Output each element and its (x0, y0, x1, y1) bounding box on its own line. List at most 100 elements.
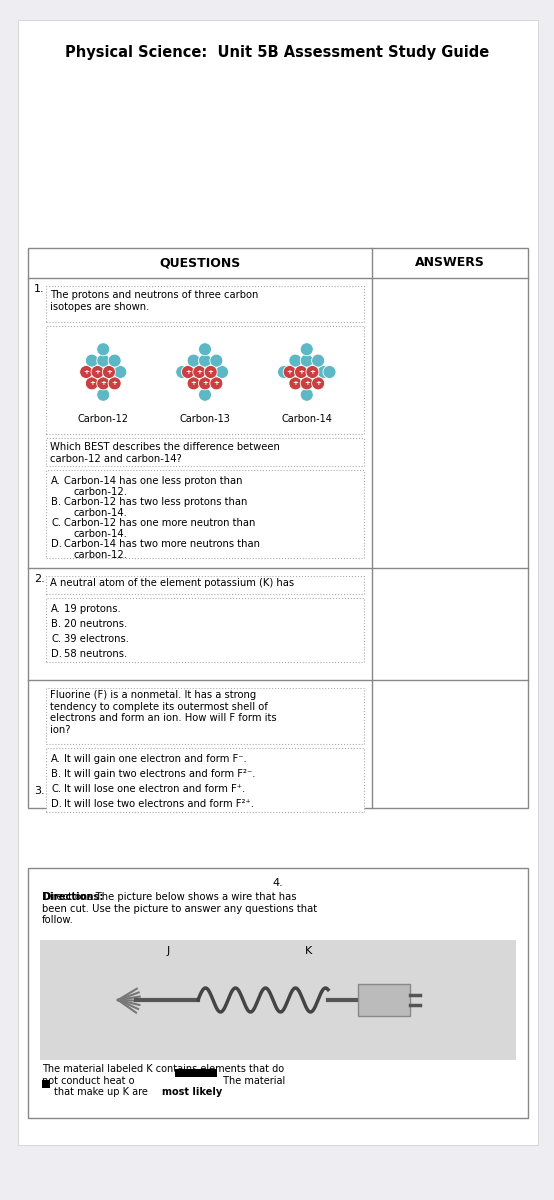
Text: B.: B. (51, 769, 61, 779)
Text: QUESTIONS: QUESTIONS (160, 257, 240, 270)
Text: +: + (112, 380, 117, 386)
Circle shape (289, 354, 302, 367)
FancyBboxPatch shape (46, 286, 364, 322)
Text: +: + (95, 370, 100, 374)
Circle shape (108, 354, 121, 367)
FancyBboxPatch shape (46, 598, 364, 662)
FancyBboxPatch shape (46, 438, 364, 466)
Text: 2.: 2. (34, 574, 45, 584)
Circle shape (97, 389, 110, 401)
Circle shape (198, 377, 212, 390)
Text: +: + (191, 380, 197, 386)
Text: J: J (166, 946, 170, 956)
Text: It will lose one electron and form F⁺.: It will lose one electron and form F⁺. (64, 784, 245, 794)
Text: D.: D. (51, 649, 62, 659)
Text: Directions:: Directions: (42, 892, 104, 902)
Text: +: + (89, 380, 95, 386)
Text: Fluorine (F) is a nonmetal. It has a strong
tendency to complete its outermost s: Fluorine (F) is a nonmetal. It has a str… (50, 690, 276, 734)
Text: The protons and neutrons of three carbon
isotopes are shown.: The protons and neutrons of three carbon… (50, 290, 258, 312)
Circle shape (80, 366, 93, 378)
Text: ANSWERS: ANSWERS (415, 257, 485, 270)
Text: Carbon-12: Carbon-12 (78, 414, 129, 424)
Circle shape (300, 343, 313, 355)
Circle shape (283, 366, 296, 378)
Text: Which BEST describes the difference between
carbon-12 and carbon-14?: Which BEST describes the difference betw… (50, 442, 280, 463)
Text: +: + (293, 380, 298, 386)
FancyBboxPatch shape (46, 470, 364, 558)
Circle shape (176, 366, 189, 378)
Text: D.: D. (51, 539, 62, 550)
Text: D.: D. (51, 799, 62, 809)
FancyBboxPatch shape (46, 576, 364, 594)
Text: Carbon-13: Carbon-13 (179, 414, 230, 424)
Circle shape (210, 377, 223, 390)
Circle shape (187, 354, 200, 367)
Circle shape (187, 377, 200, 390)
Text: C.: C. (51, 518, 61, 528)
Circle shape (91, 366, 104, 378)
Bar (28, 248, 528, 808)
Text: carbon-12.: carbon-12. (74, 487, 128, 497)
Text: +: + (83, 370, 89, 374)
Text: +: + (202, 380, 208, 386)
Text: B.: B. (51, 619, 61, 629)
Circle shape (317, 366, 330, 378)
Circle shape (85, 354, 99, 367)
Bar (28, 868, 528, 1118)
Circle shape (289, 377, 302, 390)
Circle shape (97, 354, 110, 367)
Circle shape (102, 366, 115, 378)
Circle shape (182, 366, 194, 378)
Circle shape (300, 377, 313, 390)
Text: C.: C. (51, 634, 61, 644)
Circle shape (198, 389, 212, 401)
Text: +: + (310, 370, 315, 374)
Text: +: + (213, 380, 219, 386)
Circle shape (323, 366, 336, 378)
FancyBboxPatch shape (46, 688, 364, 744)
Text: C.: C. (51, 784, 61, 794)
Text: The material labeled K contains elements that do
not conduct heat o: The material labeled K contains elements… (42, 1064, 284, 1086)
Text: It will gain two electrons and form F²⁻.: It will gain two electrons and form F²⁻. (64, 769, 255, 779)
Circle shape (108, 377, 121, 390)
Text: The material: The material (220, 1076, 285, 1086)
Circle shape (216, 366, 229, 378)
Text: +: + (100, 380, 106, 386)
Text: +: + (287, 370, 293, 374)
Text: Carbon-14 has one less proton than: Carbon-14 has one less proton than (64, 476, 243, 486)
Text: 4.: 4. (273, 878, 284, 888)
Bar (175, 1069, 217, 1078)
Circle shape (278, 366, 290, 378)
Text: carbon-14.: carbon-14. (74, 508, 128, 518)
Bar (42, 1080, 50, 1088)
Circle shape (193, 366, 206, 378)
Text: 19 protons.: 19 protons. (64, 604, 121, 614)
Circle shape (85, 377, 99, 390)
Bar (40, 940, 516, 1060)
Text: +: + (304, 380, 310, 386)
Text: It will gain one electron and form F⁻.: It will gain one electron and form F⁻. (64, 754, 247, 764)
Text: Carbon-12 has one more neutron than: Carbon-12 has one more neutron than (64, 518, 255, 528)
Circle shape (295, 366, 307, 378)
Circle shape (300, 354, 313, 367)
Text: +: + (106, 370, 112, 374)
Text: 39 electrons.: 39 electrons. (64, 634, 129, 644)
Circle shape (312, 354, 325, 367)
Text: Carbon-14: Carbon-14 (281, 414, 332, 424)
Text: 58 neutrons.: 58 neutrons. (64, 649, 127, 659)
Text: It will lose two electrons and form F²⁺.: It will lose two electrons and form F²⁺. (64, 799, 254, 809)
Text: carbon-12.: carbon-12. (74, 550, 128, 560)
Bar (358, 984, 410, 1016)
Circle shape (204, 366, 217, 378)
Text: +: + (196, 370, 202, 374)
Circle shape (198, 354, 212, 367)
Circle shape (97, 377, 110, 390)
Text: Carbon-12 has two less protons than: Carbon-12 has two less protons than (64, 497, 248, 506)
Text: A.: A. (51, 604, 61, 614)
Text: A neutral atom of the element potassium (K) has: A neutral atom of the element potassium … (50, 578, 294, 588)
FancyBboxPatch shape (46, 326, 364, 434)
Text: Directions:The picture below shows a wire that has
been cut. Use the picture to : Directions:The picture below shows a wir… (42, 892, 317, 925)
Text: most likely: most likely (162, 1087, 222, 1097)
Circle shape (210, 354, 223, 367)
Text: 3.: 3. (34, 786, 45, 796)
